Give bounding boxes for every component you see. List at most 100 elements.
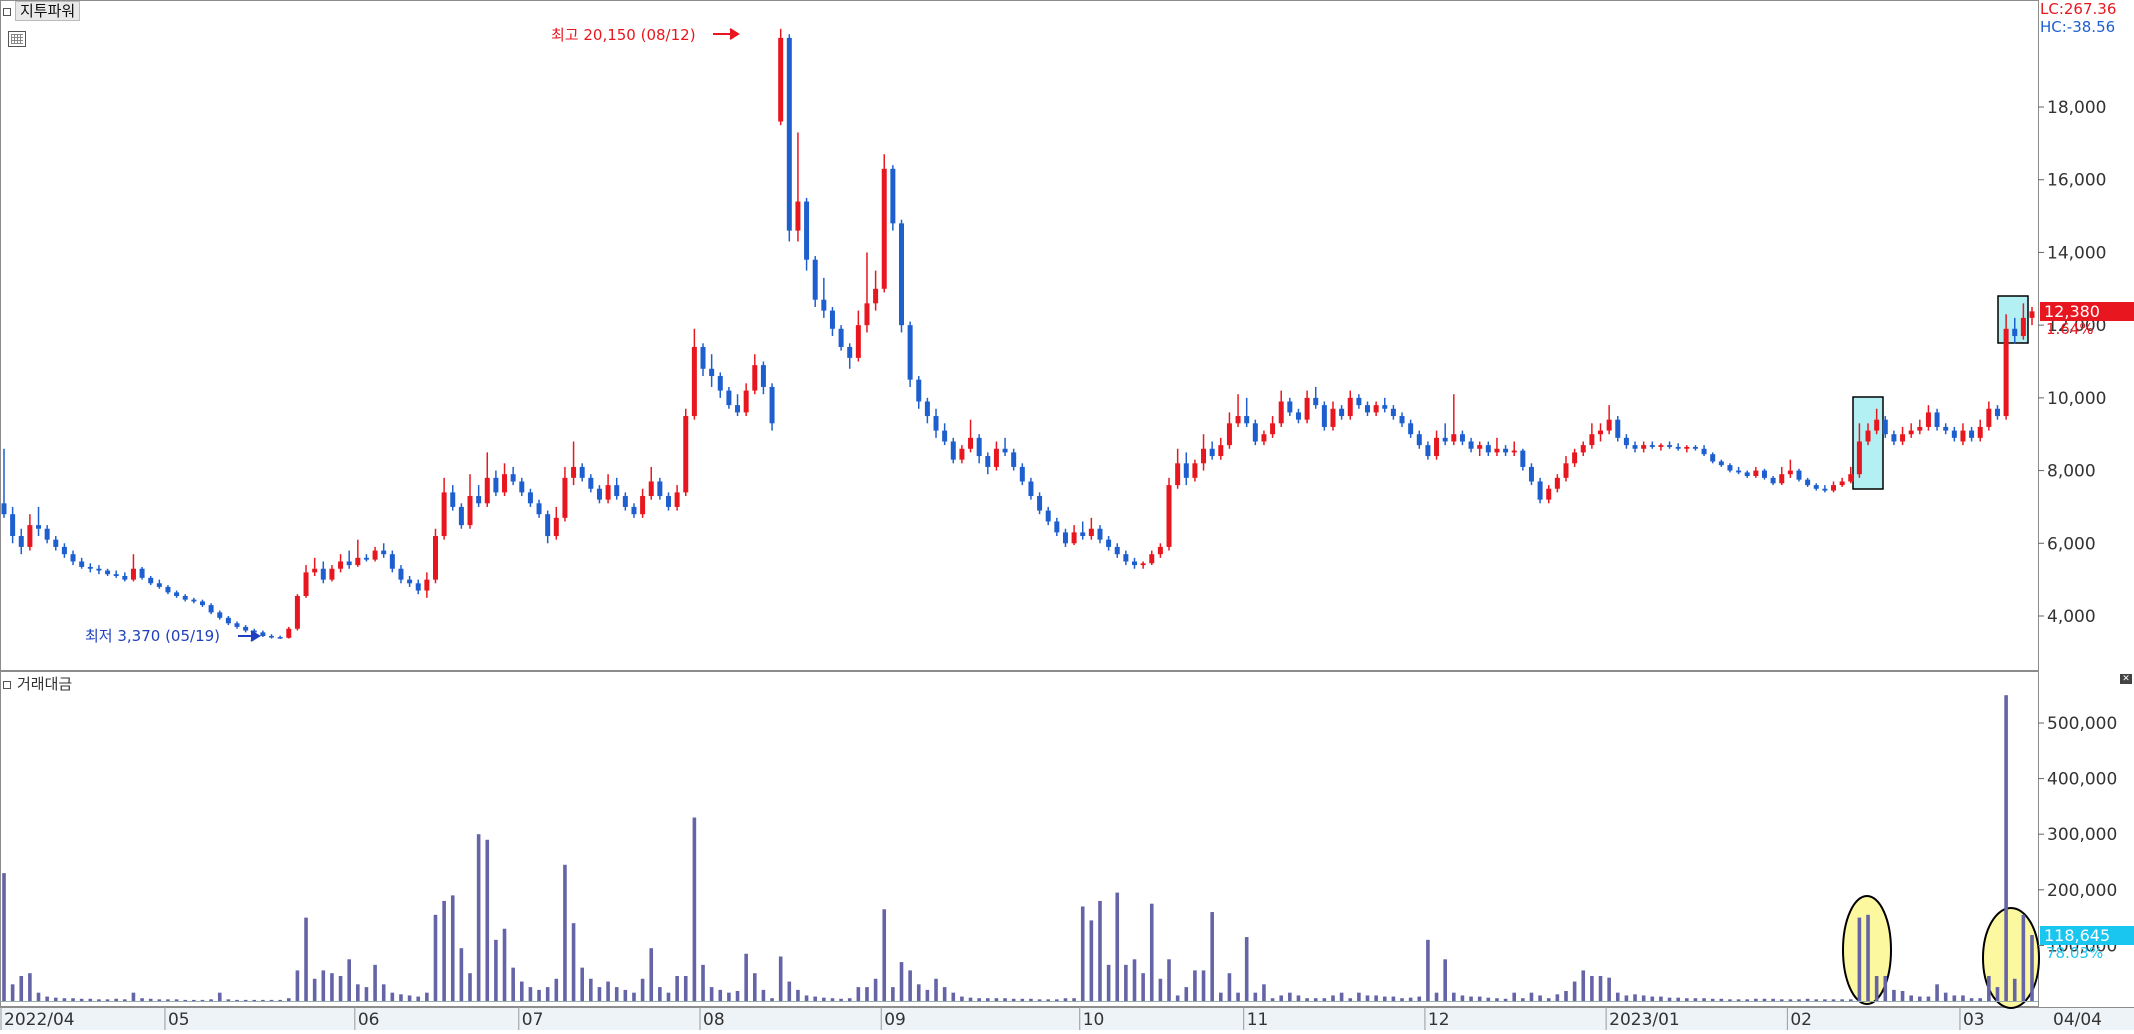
candle (1123, 550, 1129, 566)
volume-bar (744, 953, 748, 1001)
candle (1451, 394, 1457, 446)
volume-bar (1124, 964, 1128, 1001)
volume-bar (632, 992, 636, 1001)
volume-bar (1460, 995, 1465, 1001)
candle (1831, 481, 1837, 493)
volume-bar (891, 987, 895, 1001)
candle (355, 539, 361, 567)
candle (993, 441, 999, 471)
candle (1537, 477, 1543, 504)
candle (1399, 412, 1405, 427)
volume-panel-title[interactable]: 거래대금 (3, 675, 72, 693)
candle (398, 565, 404, 584)
volume-bar (942, 987, 947, 1001)
volume-bar (1607, 977, 1611, 1001)
volume-bar (2004, 695, 2008, 1001)
axis-ticks: 4,000 6,000 8,000 10,000 12,000 14,000 16,000 1… (0, 98, 2117, 1030)
volume-bar (1771, 998, 1775, 1001)
candle (1339, 405, 1345, 420)
candle (1934, 408, 1940, 431)
x-tick-label: 05 (168, 1010, 190, 1030)
candle (1511, 441, 1517, 457)
volume-bar (1615, 992, 1620, 1001)
volume-bar (1469, 996, 1473, 1001)
volume-bar (1141, 973, 1145, 1001)
candle (855, 310, 861, 362)
volume-bar (899, 962, 904, 1001)
volume-bar (519, 981, 524, 1001)
candle (1252, 419, 1258, 446)
volume-bar (1529, 992, 1534, 1001)
volume-bar (951, 992, 956, 1001)
volume-bar (166, 999, 170, 1001)
candle (795, 132, 801, 242)
volume-bar (373, 964, 377, 1001)
volume-bar (1331, 995, 1335, 1001)
candle (156, 579, 162, 589)
candle (881, 154, 887, 293)
volume-bar (1037, 999, 1042, 1001)
volume-bar (1581, 970, 1586, 1001)
volume-bar (442, 900, 446, 1001)
volume-bar (1685, 998, 1689, 1001)
volume-bar (1305, 998, 1309, 1001)
candle (2029, 306, 2035, 326)
candle (1520, 448, 1526, 471)
candle (122, 572, 128, 582)
candle (1, 448, 7, 518)
price-tick-label: 8,000 (2047, 462, 2096, 482)
close-pane-icon[interactable]: ✕ (2120, 674, 2132, 684)
candle (493, 470, 499, 497)
volume-bar (1184, 987, 1189, 1001)
volume-bar (28, 973, 32, 1001)
candle (96, 565, 102, 575)
hc-indicator: HC:-38.56 (2040, 18, 2116, 36)
volume-bar (1961, 995, 1965, 1001)
candle (1951, 426, 1957, 442)
candle (1960, 423, 1966, 446)
x-tick-label: 02 (1790, 1010, 1812, 1030)
volume-bar (1149, 903, 1154, 1001)
volume-bar (1909, 995, 1913, 1001)
volume-bar (1132, 959, 1137, 1001)
price-panel-title[interactable]: 지투파워 (3, 1, 81, 21)
candle (1485, 441, 1491, 457)
candle (312, 557, 318, 577)
candle (1761, 468, 1767, 480)
grid-toggle-icon[interactable] (8, 31, 26, 47)
volume-bar (1926, 996, 1931, 1001)
candle (700, 343, 706, 377)
volume-bar (528, 987, 533, 1001)
volume-bar (1452, 992, 1456, 1001)
candle (1002, 437, 1008, 457)
candle (1822, 485, 1828, 493)
volume-bar (304, 917, 308, 1001)
volume-bar (356, 984, 360, 1001)
volume-bar (1598, 975, 1603, 1001)
volume-bar (494, 939, 498, 1001)
volume-bar (79, 998, 84, 1001)
price-tick-label: 14,000 (2047, 243, 2106, 263)
candle (752, 354, 758, 395)
candle (53, 536, 59, 551)
candle (36, 506, 42, 537)
volume-bar (1219, 992, 1223, 1001)
volume-bar (537, 989, 541, 1001)
x-tick-label: 08 (703, 1010, 725, 1030)
volume-bar (1952, 995, 1957, 1001)
volume-bar (1521, 998, 1525, 1001)
volume-panel-name: 거래대금 (17, 675, 73, 693)
candle (1528, 463, 1534, 486)
candle (1796, 468, 1802, 482)
volume-bar (709, 987, 714, 1001)
candle (1572, 448, 1578, 467)
volume-bar (1417, 996, 1422, 1001)
candle (225, 616, 231, 626)
volume-bar (88, 998, 93, 1001)
candle (1201, 434, 1207, 471)
candle (1166, 477, 1172, 551)
candle (1209, 441, 1215, 460)
candle (735, 394, 741, 417)
candle (1356, 394, 1362, 409)
